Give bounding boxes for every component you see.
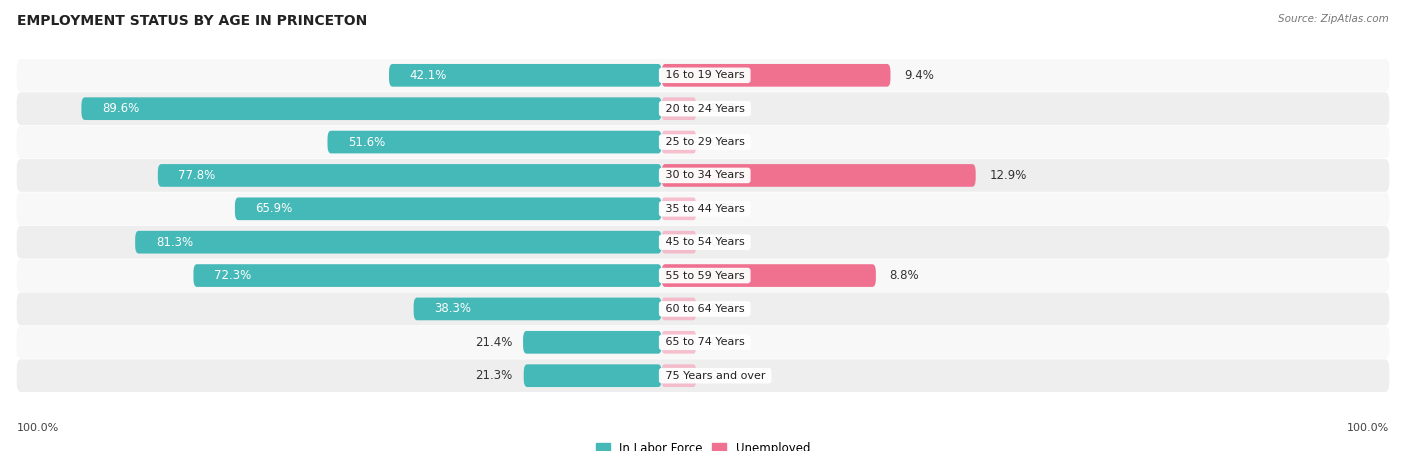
FancyBboxPatch shape [17, 193, 1389, 225]
FancyBboxPatch shape [194, 264, 662, 287]
FancyBboxPatch shape [17, 259, 1389, 292]
Text: 89.6%: 89.6% [103, 102, 139, 115]
Text: 38.3%: 38.3% [434, 303, 471, 315]
FancyBboxPatch shape [389, 64, 662, 87]
FancyBboxPatch shape [17, 126, 1389, 158]
Text: 0.0%: 0.0% [710, 303, 740, 315]
Text: 100.0%: 100.0% [17, 423, 59, 433]
Text: 0.0%: 0.0% [710, 336, 740, 349]
Text: 8.8%: 8.8% [890, 269, 920, 282]
FancyBboxPatch shape [17, 92, 1389, 125]
Text: 0.0%: 0.0% [710, 236, 740, 249]
FancyBboxPatch shape [328, 131, 662, 153]
FancyBboxPatch shape [662, 198, 696, 220]
Text: 75 Years and over: 75 Years and over [662, 371, 769, 381]
FancyBboxPatch shape [17, 326, 1389, 359]
Text: 0.0%: 0.0% [710, 102, 740, 115]
Text: 9.4%: 9.4% [904, 69, 934, 82]
Text: 55 to 59 Years: 55 to 59 Years [662, 271, 748, 281]
Text: 77.8%: 77.8% [179, 169, 215, 182]
FancyBboxPatch shape [662, 298, 696, 320]
FancyBboxPatch shape [662, 331, 696, 354]
Text: 65 to 74 Years: 65 to 74 Years [662, 337, 748, 347]
Text: 65.9%: 65.9% [256, 202, 292, 215]
FancyBboxPatch shape [17, 59, 1389, 92]
FancyBboxPatch shape [17, 159, 1389, 192]
Text: 16 to 19 Years: 16 to 19 Years [662, 70, 748, 80]
Text: 21.4%: 21.4% [475, 336, 512, 349]
FancyBboxPatch shape [17, 359, 1389, 392]
Text: 12.9%: 12.9% [990, 169, 1026, 182]
Text: 60 to 64 Years: 60 to 64 Years [662, 304, 748, 314]
Text: 45 to 54 Years: 45 to 54 Years [662, 237, 748, 247]
FancyBboxPatch shape [662, 97, 696, 120]
Text: 25 to 29 Years: 25 to 29 Years [662, 137, 748, 147]
FancyBboxPatch shape [662, 131, 696, 153]
Text: Source: ZipAtlas.com: Source: ZipAtlas.com [1278, 14, 1389, 23]
Text: 21.3%: 21.3% [475, 369, 513, 382]
Text: EMPLOYMENT STATUS BY AGE IN PRINCETON: EMPLOYMENT STATUS BY AGE IN PRINCETON [17, 14, 367, 28]
Text: 20 to 24 Years: 20 to 24 Years [662, 104, 748, 114]
FancyBboxPatch shape [662, 364, 696, 387]
FancyBboxPatch shape [662, 64, 890, 87]
Text: 0.0%: 0.0% [710, 202, 740, 215]
FancyBboxPatch shape [662, 264, 876, 287]
FancyBboxPatch shape [17, 226, 1389, 258]
Text: 42.1%: 42.1% [409, 69, 447, 82]
FancyBboxPatch shape [82, 97, 662, 120]
Text: 81.3%: 81.3% [156, 236, 193, 249]
Text: 100.0%: 100.0% [1347, 423, 1389, 433]
Legend: In Labor Force, Unemployed: In Labor Force, Unemployed [591, 437, 815, 451]
FancyBboxPatch shape [235, 198, 662, 220]
Text: 30 to 34 Years: 30 to 34 Years [662, 170, 748, 180]
Text: 0.0%: 0.0% [710, 369, 740, 382]
Text: 0.0%: 0.0% [710, 136, 740, 148]
FancyBboxPatch shape [157, 164, 662, 187]
FancyBboxPatch shape [662, 231, 696, 253]
FancyBboxPatch shape [17, 293, 1389, 325]
Text: 35 to 44 Years: 35 to 44 Years [662, 204, 748, 214]
FancyBboxPatch shape [413, 298, 662, 320]
FancyBboxPatch shape [523, 364, 662, 387]
Text: 72.3%: 72.3% [214, 269, 252, 282]
Text: 51.6%: 51.6% [349, 136, 385, 148]
FancyBboxPatch shape [662, 164, 976, 187]
FancyBboxPatch shape [135, 231, 662, 253]
FancyBboxPatch shape [523, 331, 662, 354]
